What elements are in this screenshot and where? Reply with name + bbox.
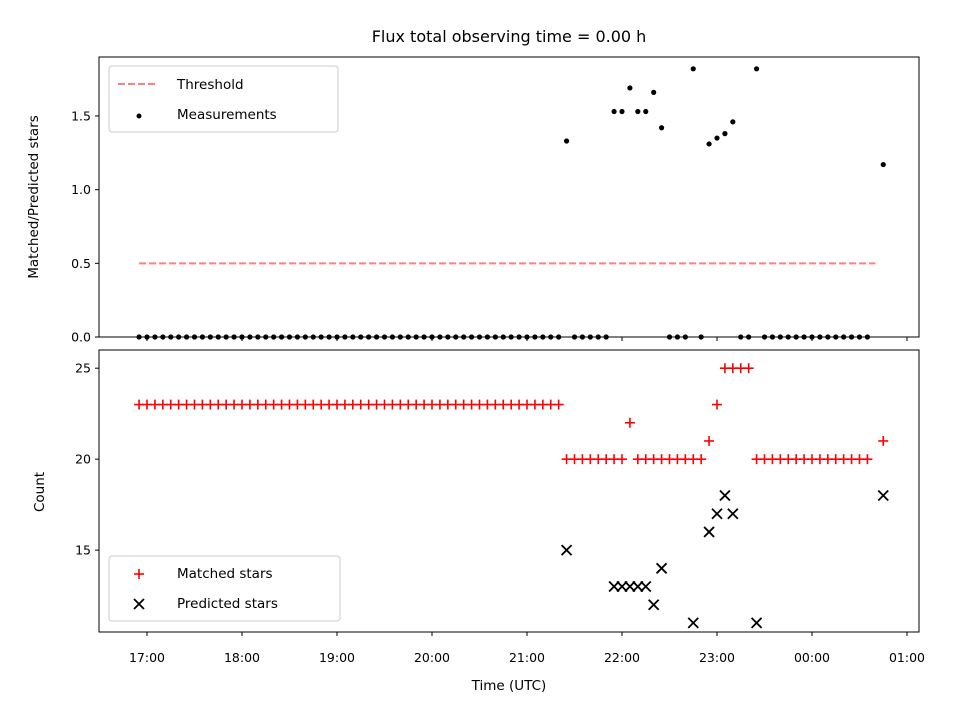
measurement-point [635,108,641,115]
top-chart: Flux total observing time = 0.00 h Match… [26,27,920,345]
bottom-x-tick-label: 18:00 [224,650,260,665]
top-y-tick-label: 0.0 [71,330,91,345]
bottom-x-tick-label: 20:00 [414,650,450,665]
legend-measurements-swatch [136,113,142,119]
predicted-star-point [877,489,889,502]
matched-star-point [743,363,754,374]
bottom-chart-frame [98,349,920,633]
bottom-chart: Count Time (UTC) 15 20 25 17:00 18:00 19:00 2… [32,349,925,694]
bottom-x-tick-label: 22:00 [604,650,640,665]
predicted-star-point [711,508,723,520]
top-chart-title: Flux total observing time = 0.00 h [372,27,647,46]
measurement-point [753,66,760,72]
bottom-y-tick-label: 20 [75,452,91,467]
top-chart-ylabel: Matched/Predicted stars [26,115,42,278]
bottom-legend: Matched stars Predicted stars [108,555,341,622]
legend-predicted-swatch [133,598,145,610]
top-y-tick-label: 1.0 [71,182,91,197]
bottom-x-tick-label: 23:00 [699,650,735,665]
bottom-x-ticks: 17:00 18:00 19:00 20:00 21:00 22:00 23:00 00:00… [129,632,925,665]
measurement-point [690,66,696,72]
bottom-x-tick-label: 00:00 [794,650,830,665]
legend-matched-label: Matched stars [177,566,273,582]
top-legend-box [108,65,339,133]
measurement-point [706,141,712,147]
legend-threshold-label: Threshold [176,77,244,93]
bottom-x-tick-label: 21:00 [509,650,545,665]
measurement-point [714,135,720,141]
bottom-y-ticks: 15 20 25 [75,361,99,558]
bottom-x-tick-label: 01:00 [889,650,925,665]
bottom-chart-xlabel: Time (UTC) [471,678,547,694]
bottom-y-tick-label: 25 [75,361,91,376]
bottom-x-tick-label: 19:00 [319,650,355,665]
measurement-point [722,131,728,137]
predicted-star-point [703,526,715,538]
predicted-star-point [727,508,739,520]
top-chart-marks [136,66,886,340]
measurement-point [619,108,625,115]
bottom-y-tick-label: 15 [75,543,91,558]
predicted-star-point [719,489,731,502]
matched-star-point [553,399,564,410]
matched-star-point [624,417,635,428]
top-y-tick-label: 1.5 [71,108,91,123]
predicted-star-point [648,599,660,611]
matched-star-point [696,454,707,465]
measurement-point [643,108,649,115]
predicted-star-point [560,544,573,556]
measurement-point [730,119,736,125]
matched-star-point [617,454,627,465]
legend-predicted-label: Predicted stars [177,596,278,612]
predicted-star-point [750,617,763,629]
measurement-point [611,108,617,115]
matched-star-point [712,399,722,410]
measurement-point [627,85,633,91]
matched-star-point [862,454,873,465]
bottom-legend-box [108,555,341,622]
top-chart-frame [98,56,920,338]
bottom-x-tick-label: 17:00 [129,650,165,665]
predicted-star-point [655,562,668,574]
measurement-point [658,125,665,131]
top-y-ticks: 0.0 0.5 1.0 1.5 [71,108,99,345]
matched-star-point [878,435,889,446]
bottom-chart-ylabel: Count [32,472,48,512]
predicted-star-point [687,617,699,629]
matched-star-point [704,435,715,446]
bottom-chart-marks [134,363,889,629]
top-y-tick-label: 0.5 [71,256,91,271]
measurement-point [880,161,886,168]
predicted-star-point [640,580,652,593]
top-legend: Threshold Measurements [108,65,339,133]
legend-matched-swatch [134,569,144,579]
measurement-point [563,138,570,144]
legend-measurements-label: Measurements [177,107,277,123]
measurement-point [651,89,657,95]
